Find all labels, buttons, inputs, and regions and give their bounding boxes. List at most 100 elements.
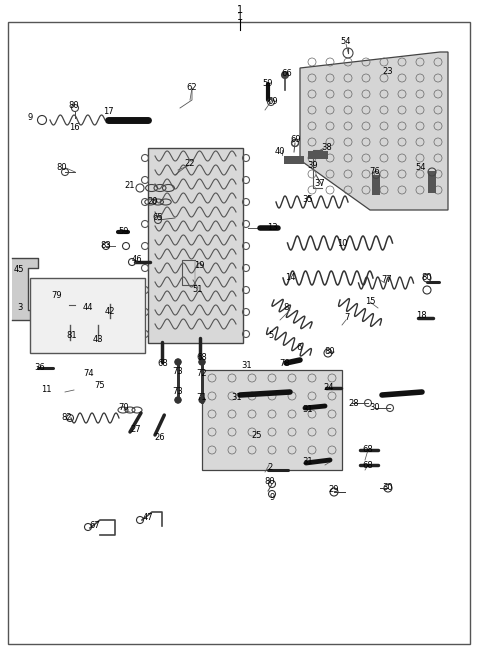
Text: 9: 9 (27, 113, 33, 123)
Circle shape (199, 359, 205, 365)
Text: 26: 26 (155, 434, 165, 443)
Text: 83: 83 (101, 241, 111, 251)
Text: 31: 31 (232, 394, 242, 403)
Bar (428, 171, 436, 193)
Text: 43: 43 (93, 335, 103, 344)
Text: 25: 25 (252, 430, 262, 440)
Text: 17: 17 (103, 108, 113, 117)
Text: 30: 30 (383, 483, 393, 491)
Text: 11: 11 (41, 386, 51, 394)
Text: 45: 45 (14, 266, 24, 274)
Text: 73: 73 (173, 388, 183, 396)
Text: 80: 80 (57, 163, 67, 173)
Text: 35: 35 (303, 195, 313, 205)
Text: 62: 62 (187, 83, 197, 92)
Text: 39: 39 (308, 161, 318, 169)
Text: 1: 1 (237, 12, 243, 22)
Text: 80: 80 (69, 100, 79, 110)
Text: 51: 51 (193, 285, 203, 295)
Text: 22: 22 (185, 159, 195, 167)
Text: 66: 66 (282, 70, 292, 79)
Text: 68: 68 (362, 445, 373, 455)
Text: 65: 65 (153, 213, 163, 222)
Text: 1: 1 (237, 5, 243, 15)
Text: 44: 44 (83, 302, 93, 312)
Text: 77: 77 (382, 276, 392, 285)
Bar (41, 298, 69, 312)
Text: 30: 30 (370, 403, 380, 413)
Text: 82: 82 (62, 413, 72, 422)
Text: 68: 68 (197, 354, 207, 363)
Text: 15: 15 (365, 298, 375, 306)
Circle shape (95, 337, 101, 343)
Text: 14: 14 (285, 274, 295, 283)
Circle shape (175, 397, 181, 403)
Text: 23: 23 (383, 68, 393, 77)
Bar (284, 156, 304, 164)
Text: 73: 73 (173, 367, 183, 377)
Circle shape (175, 359, 181, 365)
Text: 21: 21 (125, 180, 135, 190)
Text: 80: 80 (422, 274, 432, 283)
Polygon shape (300, 52, 448, 210)
Bar (372, 175, 380, 195)
Text: 24: 24 (324, 384, 334, 392)
Text: 54: 54 (416, 163, 426, 173)
Text: 36: 36 (35, 363, 46, 373)
Text: 70: 70 (119, 403, 129, 413)
Text: 10: 10 (337, 239, 347, 247)
Text: 80: 80 (264, 478, 276, 487)
Circle shape (281, 72, 288, 79)
Text: 59: 59 (119, 228, 129, 237)
Text: 13: 13 (267, 224, 277, 232)
Circle shape (175, 397, 181, 403)
Text: 37: 37 (314, 178, 325, 188)
Text: 7: 7 (344, 314, 350, 323)
Text: 5: 5 (268, 331, 274, 340)
Text: 20: 20 (148, 197, 158, 205)
Text: 29: 29 (329, 485, 339, 495)
Text: 69: 69 (291, 136, 301, 144)
Text: 9: 9 (269, 493, 275, 501)
Text: 68: 68 (362, 461, 373, 470)
Text: 31: 31 (303, 405, 313, 415)
Text: 72: 72 (197, 369, 207, 377)
Text: 6: 6 (296, 344, 302, 352)
Text: 28: 28 (348, 398, 360, 407)
Text: 67: 67 (90, 520, 100, 529)
Text: 46: 46 (132, 255, 142, 264)
Text: 76: 76 (370, 167, 380, 176)
Circle shape (107, 315, 113, 321)
Text: 42: 42 (105, 308, 115, 316)
Text: 79: 79 (52, 291, 62, 300)
Bar (30, 278, 145, 353)
Text: 38: 38 (322, 144, 332, 152)
Text: 3: 3 (17, 304, 23, 312)
Circle shape (175, 359, 181, 365)
Text: 74: 74 (84, 369, 94, 379)
Text: 18: 18 (416, 310, 426, 319)
Polygon shape (12, 258, 38, 320)
Text: 40: 40 (275, 148, 285, 157)
Text: 80: 80 (324, 348, 336, 356)
Text: 19: 19 (194, 260, 204, 270)
Text: 54: 54 (341, 37, 351, 47)
Text: 81: 81 (67, 331, 77, 340)
Text: 8: 8 (283, 304, 288, 312)
Text: 31: 31 (242, 361, 252, 369)
Bar (308, 151, 328, 159)
Text: 2: 2 (267, 464, 273, 472)
Bar (202, 370, 342, 470)
Text: 31: 31 (303, 457, 313, 466)
Circle shape (199, 397, 205, 403)
Text: 47: 47 (143, 514, 153, 522)
Text: 16: 16 (69, 123, 79, 133)
Text: 71: 71 (197, 394, 207, 403)
Text: 78: 78 (280, 358, 290, 367)
Text: 27: 27 (131, 426, 141, 434)
Text: 59: 59 (263, 79, 273, 87)
Text: 68: 68 (157, 358, 168, 367)
Bar (148, 148, 243, 343)
Text: 75: 75 (95, 382, 105, 390)
Text: 69: 69 (268, 96, 278, 106)
